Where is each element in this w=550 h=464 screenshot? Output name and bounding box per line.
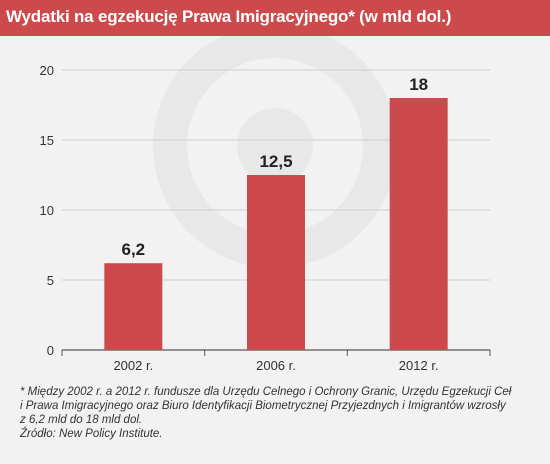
data-label: 6,2 bbox=[122, 240, 146, 259]
x-tick-label: 2006 r. bbox=[256, 358, 296, 373]
y-tick-label: 20 bbox=[40, 63, 54, 78]
chart-title: Wydatki na egzekucję Prawa Imigracyjnego… bbox=[6, 7, 452, 26]
title-bar: Wydatki na egzekucję Prawa Imigracyjnego… bbox=[0, 0, 550, 36]
footnote: * Między 2002 r. a 2012 r. fundusze dla … bbox=[20, 385, 540, 441]
footnote-source: Źródło: New Policy Institute. bbox=[20, 428, 163, 440]
y-tick-label: 5 bbox=[47, 273, 54, 288]
y-tick-label: 0 bbox=[47, 343, 54, 358]
footnote-line-3: z 6,2 mld do 18 mld dol. bbox=[20, 414, 143, 426]
footnote-line-1: * Między 2002 r. a 2012 r. fundusze dla … bbox=[20, 386, 512, 398]
bar bbox=[104, 263, 163, 350]
x-tick-label: 2002 r. bbox=[113, 358, 153, 373]
labels: 0 5 10 15 20 6,2 2002 r. 12,5 2006 r. 18 2012 r. bbox=[40, 63, 439, 373]
data-label: 12,5 bbox=[259, 152, 292, 171]
bar bbox=[389, 98, 448, 350]
bars bbox=[104, 98, 448, 350]
bar-chart: 0 5 10 15 20 6,2 2002 r. 12,5 2006 r. 18 2012 r. bbox=[40, 36, 491, 373]
footnote-line-2: i Prawa Imigracyjnego oraz Biuro Identyf… bbox=[20, 400, 506, 412]
data-label: 18 bbox=[409, 75, 428, 94]
bar bbox=[247, 175, 305, 350]
y-tick-label: 10 bbox=[40, 203, 54, 218]
x-tick-label: 2012 r. bbox=[399, 358, 439, 373]
y-tick-label: 15 bbox=[40, 133, 54, 148]
